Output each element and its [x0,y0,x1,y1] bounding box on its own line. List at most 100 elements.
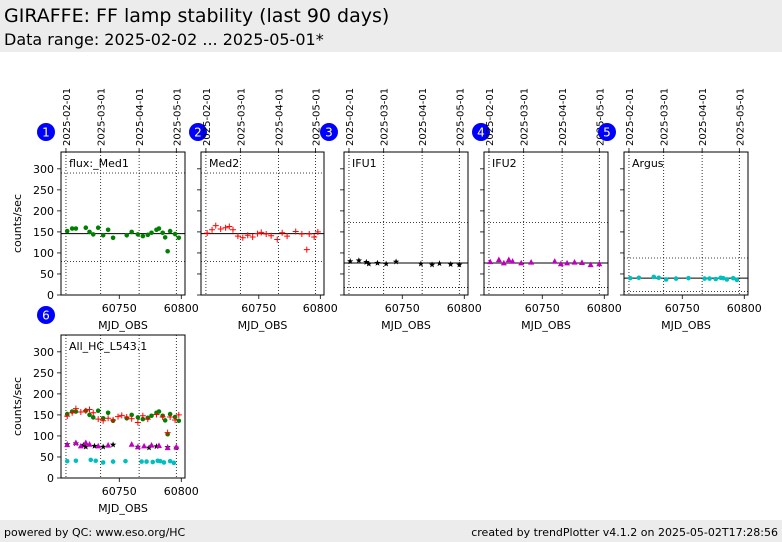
data-point [167,414,174,421]
data-point [311,233,318,240]
data-point [707,276,712,281]
data-point [149,413,154,419]
data-point [72,405,79,412]
data-point [93,458,99,464]
data-point [226,223,233,230]
y-axis-label: counts/sec [11,377,24,436]
data-point [249,233,256,240]
data-point [77,442,84,449]
plot-frame [200,151,325,296]
data-point [702,276,707,281]
data-point [148,441,155,448]
data-point [123,458,128,464]
footer-created-by: created by trendPlotter v4.1.2 on 2025-0… [471,526,778,539]
data-point [153,411,160,418]
data-point [82,407,89,414]
footer-powered-by: powered by QC: www.eso.org/HC [4,526,186,539]
x-tick-label: 60750 [102,485,137,498]
report-footer: powered by QC: www.eso.org/HC created by… [0,520,782,542]
x-tick-label: 60800 [587,302,622,315]
data-point [86,441,93,447]
panel-number-label: 1 [42,126,50,140]
data-point [173,443,180,450]
data-point [428,261,436,268]
data-point [564,259,571,266]
panel-1: 1 2025-02-01 2025-03-01 2025-04-01 2025-05-0… [11,88,199,332]
panel-badge [472,123,490,141]
date-tick-label: 2025-03-01 [660,88,671,146]
date-tick-label: 2025-03-01 [236,88,247,146]
data-point [204,230,211,237]
data-point [95,416,102,423]
date-tick-label: 2025-05-01 [172,88,183,146]
plot-frame [483,151,609,296]
data-point [551,258,558,264]
y-tick-label: 50 [40,451,54,464]
data-point [129,229,134,235]
data-point [77,408,84,415]
data-point [159,414,166,421]
x-tick-label: 60800 [164,485,199,498]
data-point [244,232,251,239]
report-title: GIRAFFE: FF lamp stability (last 90 days… [4,5,390,27]
data-point [656,275,662,281]
data-point [557,260,564,267]
date-tick-label: 2025-02-01 [202,88,213,146]
data-point [155,442,162,449]
data-point [720,275,726,281]
x-tick-label: 60750 [385,302,420,315]
data-point [162,418,168,423]
data-point [392,258,400,265]
plot-frame [623,151,749,296]
data-point [713,276,719,282]
panel-badge [37,306,55,324]
panel-label: flux:_Med1 [69,157,129,170]
data-point [105,227,111,233]
data-point [172,231,178,237]
x-axis-label: MJD_OBS [238,319,288,332]
panel-badge [598,123,616,141]
date-tick-label: 2025-04-01 [558,88,569,146]
data-point [109,441,117,448]
date-tick-label: 2025-05-01 [311,88,322,146]
panel-6: 6 All_HC_L543.1 60750 60800 MJD_OBS 0 50 100 150… [11,306,199,515]
panel-badge [189,123,207,141]
data-point [456,261,463,268]
y-tick-label: 0 [47,472,54,485]
x-tick-label: 60800 [164,302,199,315]
date-tick-label: 2025-05-01 [455,88,466,146]
data-point [115,413,122,420]
data-point [172,416,179,423]
data-point [171,460,177,466]
data-point [254,230,261,237]
data-point [279,229,286,236]
data-point [284,233,291,240]
date-tick-label: 2025-03-01 [380,88,391,146]
data-point [164,429,171,436]
data-point [87,229,92,235]
data-point [141,442,148,449]
date-tick-label: 2025-02-01 [62,88,73,146]
data-point [69,226,75,231]
y-axis-label: counts/sec [11,194,24,253]
data-point [139,412,146,419]
date-tick-label: 2025-02-01 [345,88,356,146]
panel-4: 4 2025-02-01 2025-03-01 2025-04-01 2025-05-0… [472,88,622,332]
data-point [156,409,162,414]
data-point [495,256,502,263]
data-point [363,258,370,265]
data-point [88,457,94,463]
panel-3: 3 2025-02-01 2025-03-01 2025-04-01 2025-05-0… [320,88,482,332]
data-point [105,410,111,416]
data-point [355,257,363,264]
data-point [314,228,321,235]
y-tick-label: 50 [40,268,54,281]
x-axis-label: MJD_OBS [381,319,431,332]
data-point [298,231,305,238]
data-point [100,417,107,424]
data-point [110,235,116,241]
x-axis-label: MJD_OBS [661,319,711,332]
data-point [150,459,156,465]
data-point [86,406,93,413]
y-tick-label: 300 [33,163,54,176]
